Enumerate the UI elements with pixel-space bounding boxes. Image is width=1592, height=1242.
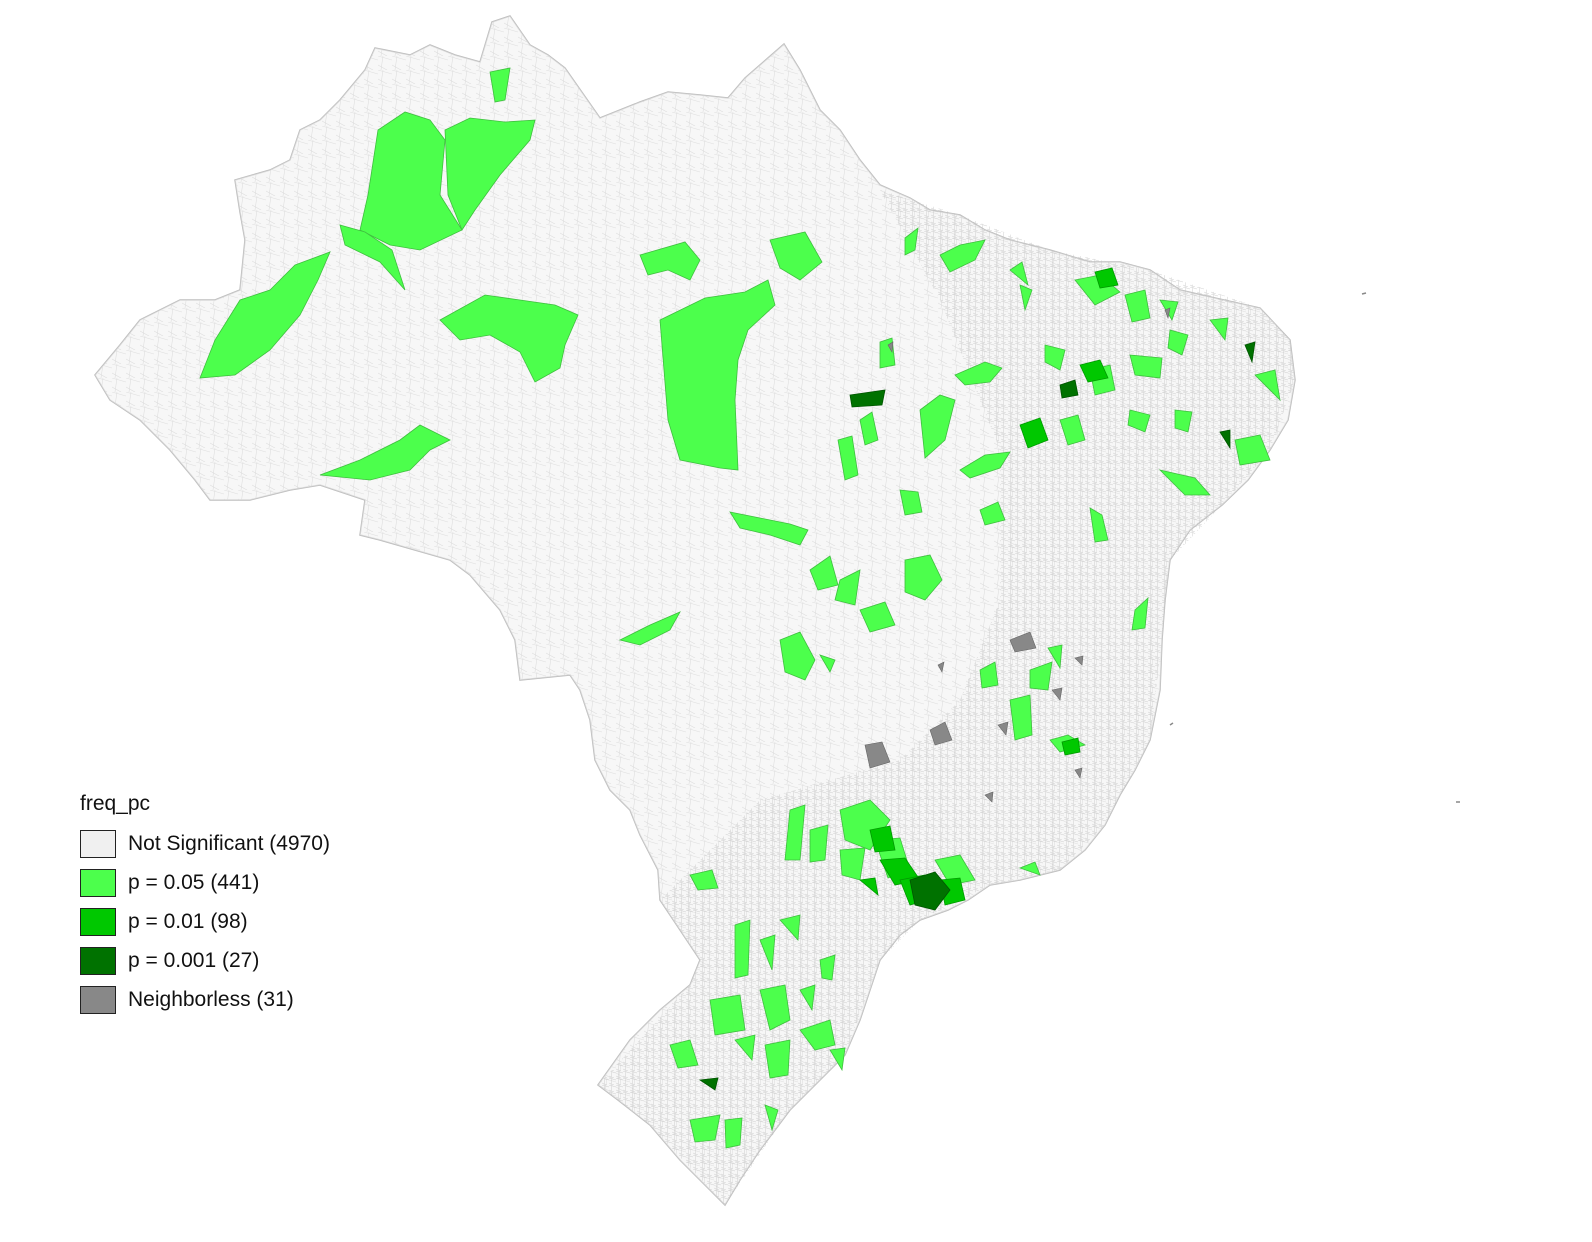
legend-swatch xyxy=(80,869,116,897)
legend-swatch xyxy=(80,986,116,1014)
map-legend: freq_pc Not Significant (4970) p = 0.05 … xyxy=(80,792,330,1021)
legend-item-p001: p = 0.01 (98) xyxy=(80,904,330,940)
legend-swatch xyxy=(80,830,116,858)
legend-label: p = 0.001 (27) xyxy=(128,949,260,972)
legend-item-not-significant: Not Significant (4970) xyxy=(80,826,330,862)
legend-item-neighborless: Neighborless (31) xyxy=(80,982,330,1018)
cluster-p001 xyxy=(859,267,1119,906)
cluster-p005 xyxy=(199,67,1281,1149)
island-marker xyxy=(1169,722,1174,726)
legend-label: Neighborless (31) xyxy=(128,988,294,1011)
legend-label: p = 0.01 (98) xyxy=(128,910,248,933)
legend-swatch xyxy=(80,947,116,975)
legend-swatch xyxy=(80,908,116,936)
legend-title: freq_pc xyxy=(80,792,151,815)
legend-label: Not Significant (4970) xyxy=(128,832,330,855)
legend-item-p0001: p = 0.001 (27) xyxy=(80,943,330,979)
legend-label: p = 0.05 (441) xyxy=(128,871,260,894)
island-marker xyxy=(1361,292,1367,295)
cluster-p0001 xyxy=(698,341,1256,1091)
legend-item-p005: p = 0.05 (441) xyxy=(80,865,330,901)
neighborless-areas xyxy=(864,307,1171,803)
